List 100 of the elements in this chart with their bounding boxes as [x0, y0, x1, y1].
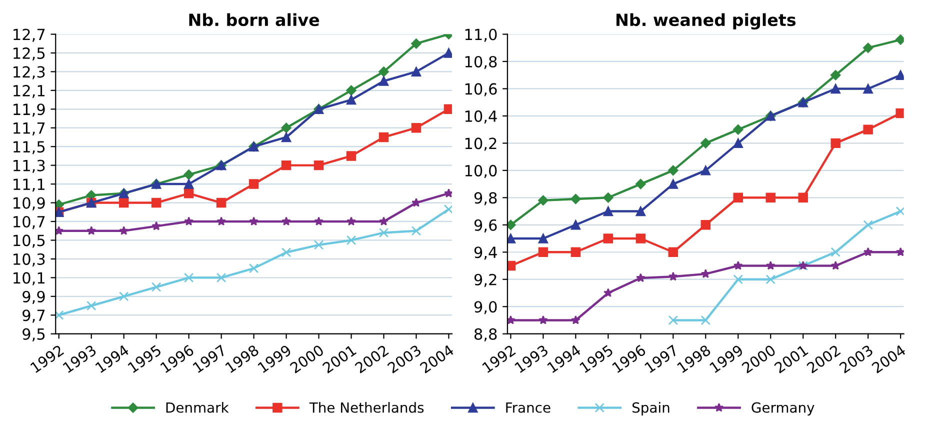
y-tick-label: 12,1	[14, 84, 44, 98]
point	[733, 124, 744, 135]
point	[281, 132, 292, 142]
point	[733, 138, 743, 148]
point	[314, 160, 324, 170]
point	[863, 124, 873, 134]
point	[151, 282, 162, 292]
y-tick-label: 12,5	[14, 47, 45, 61]
point	[507, 315, 516, 324]
y-tick-label: 10,4	[465, 110, 497, 124]
point	[118, 198, 129, 208]
point	[411, 123, 422, 133]
point	[151, 198, 162, 208]
point	[444, 188, 452, 198]
y-tick-label: 12,7	[14, 28, 45, 42]
point	[184, 170, 194, 180]
point	[346, 85, 356, 96]
legend-label: Spain	[632, 402, 670, 416]
point	[766, 192, 776, 203]
legend-label: The Netherlands	[309, 402, 424, 413]
point	[733, 260, 743, 270]
point	[249, 216, 258, 226]
point	[378, 132, 389, 142]
point	[668, 247, 678, 257]
point	[118, 292, 129, 302]
point	[411, 226, 422, 236]
point	[119, 226, 129, 235]
point	[830, 84, 840, 94]
point	[216, 198, 226, 208]
chart-title: Nb. weaned piglets	[616, 13, 796, 30]
point	[314, 240, 324, 250]
point	[862, 42, 874, 53]
point	[604, 288, 613, 298]
point	[668, 165, 678, 176]
point	[281, 248, 292, 258]
point	[896, 108, 904, 118]
point	[636, 234, 646, 244]
point	[700, 220, 711, 230]
point	[830, 247, 840, 257]
point	[570, 194, 581, 204]
y-tick-label: 11,0	[465, 28, 497, 42]
y-tick-label: 9,0	[474, 301, 497, 314]
chart-title: Nb. born alive	[189, 13, 320, 26]
point	[570, 220, 581, 230]
legend-label: Denmark	[166, 402, 229, 413]
point	[700, 269, 710, 278]
point	[733, 274, 743, 284]
point	[346, 151, 356, 161]
point	[766, 274, 776, 284]
point	[86, 226, 96, 235]
point	[346, 235, 356, 246]
point	[863, 220, 873, 230]
y-tick-label: 11,7	[14, 122, 45, 136]
point	[700, 138, 711, 148]
point	[538, 234, 548, 244]
point	[830, 138, 840, 148]
point	[700, 166, 711, 176]
point	[668, 179, 678, 189]
point	[895, 34, 904, 45]
point	[863, 247, 873, 256]
point	[248, 179, 259, 189]
y-tick-label: 10,0	[465, 164, 497, 178]
point	[538, 195, 548, 206]
point	[603, 206, 614, 216]
point	[86, 300, 96, 311]
y-tick-label: 10,8	[465, 56, 497, 70]
y-tick-label: 10,2	[465, 138, 496, 151]
point	[830, 70, 841, 80]
point	[636, 273, 646, 282]
point	[184, 272, 194, 283]
point	[184, 188, 194, 198]
y-tick-label: 9,9	[22, 290, 45, 304]
y-tick-label: 12,3	[14, 66, 45, 80]
point	[571, 315, 580, 324]
point	[411, 66, 422, 77]
y-tick-label: 9,6	[474, 219, 497, 232]
point	[248, 263, 259, 274]
point	[281, 160, 292, 170]
y-tick-label: 11,5	[14, 141, 45, 154]
y-tick-label: 9,8	[474, 192, 497, 206]
point	[570, 247, 581, 257]
y-tick-label: 9,5	[22, 328, 45, 342]
point	[281, 122, 292, 133]
y-tick-label: 10,5	[14, 234, 45, 248]
y-tick-label: 9,4	[474, 246, 497, 260]
point	[863, 84, 873, 94]
point	[378, 66, 389, 77]
point	[184, 179, 194, 189]
point	[507, 220, 516, 230]
y-tick-label: 10,3	[14, 253, 45, 267]
y-tick-label: 10,6	[465, 83, 497, 96]
point	[603, 234, 614, 244]
y-tick-label: 10,9	[14, 197, 45, 210]
y-tick-label: 9,2	[474, 274, 496, 287]
point	[411, 38, 422, 49]
point	[282, 216, 291, 226]
point	[216, 216, 226, 226]
point	[538, 247, 548, 257]
point	[184, 216, 194, 226]
point	[379, 216, 388, 226]
